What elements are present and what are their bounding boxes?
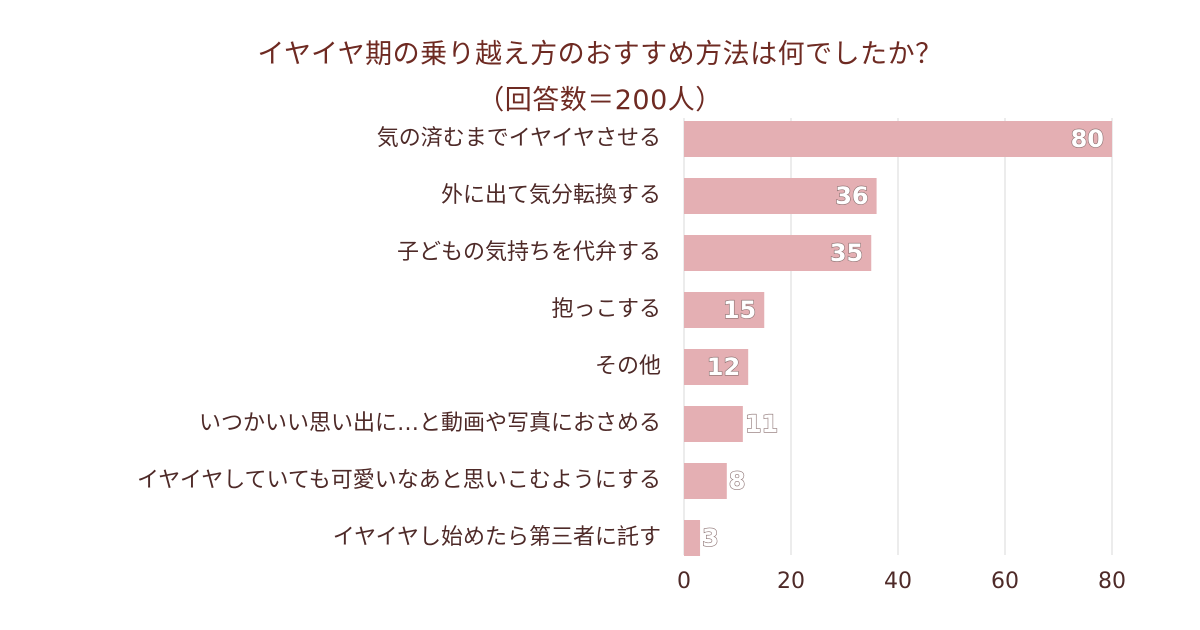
bar: [684, 349, 749, 385]
data-label: 80: [1071, 125, 1104, 153]
category-label: その他: [595, 354, 661, 379]
data-label: 8: [729, 467, 746, 495]
category-label: イヤイヤしていても可愛いなあと思いこむようにする: [137, 468, 661, 493]
category-label: いつかいい思い出に…と動画や写真におさめる: [199, 411, 661, 436]
data-label: 11: [745, 410, 778, 438]
chart-subtitle: （回答数＝200人）: [477, 85, 723, 116]
bar: [684, 520, 701, 556]
data-label: 3: [702, 524, 719, 552]
data-label: 36: [835, 182, 868, 210]
category-label: 抱っこする: [551, 297, 661, 322]
category-label: 子どもの気持ちを代弁する: [397, 240, 661, 265]
data-label: 12: [707, 353, 740, 381]
category-label: イヤイヤし始めたら第三者に託す: [333, 525, 661, 550]
bar: [684, 178, 877, 214]
bar: [684, 235, 872, 271]
data-label: 35: [830, 239, 863, 267]
bar: [684, 121, 1112, 157]
x-tick-label: 0: [677, 569, 691, 594]
chart-title: イヤイヤ期の乗り越え方のおすすめ方法は何でしたか？: [257, 39, 943, 70]
data-label: 15: [723, 296, 756, 324]
category-label: 外に出て気分転換する: [441, 183, 661, 208]
bar: [684, 292, 765, 328]
category-label: 気の済むまでイヤイヤさせる: [377, 126, 661, 151]
x-tick-label: 20: [777, 569, 805, 594]
x-tick-label: 60: [991, 569, 1019, 594]
x-tick-label: 40: [884, 569, 912, 594]
bar: [684, 406, 743, 442]
x-tick-label: 80: [1098, 569, 1126, 594]
bar: [684, 463, 727, 499]
